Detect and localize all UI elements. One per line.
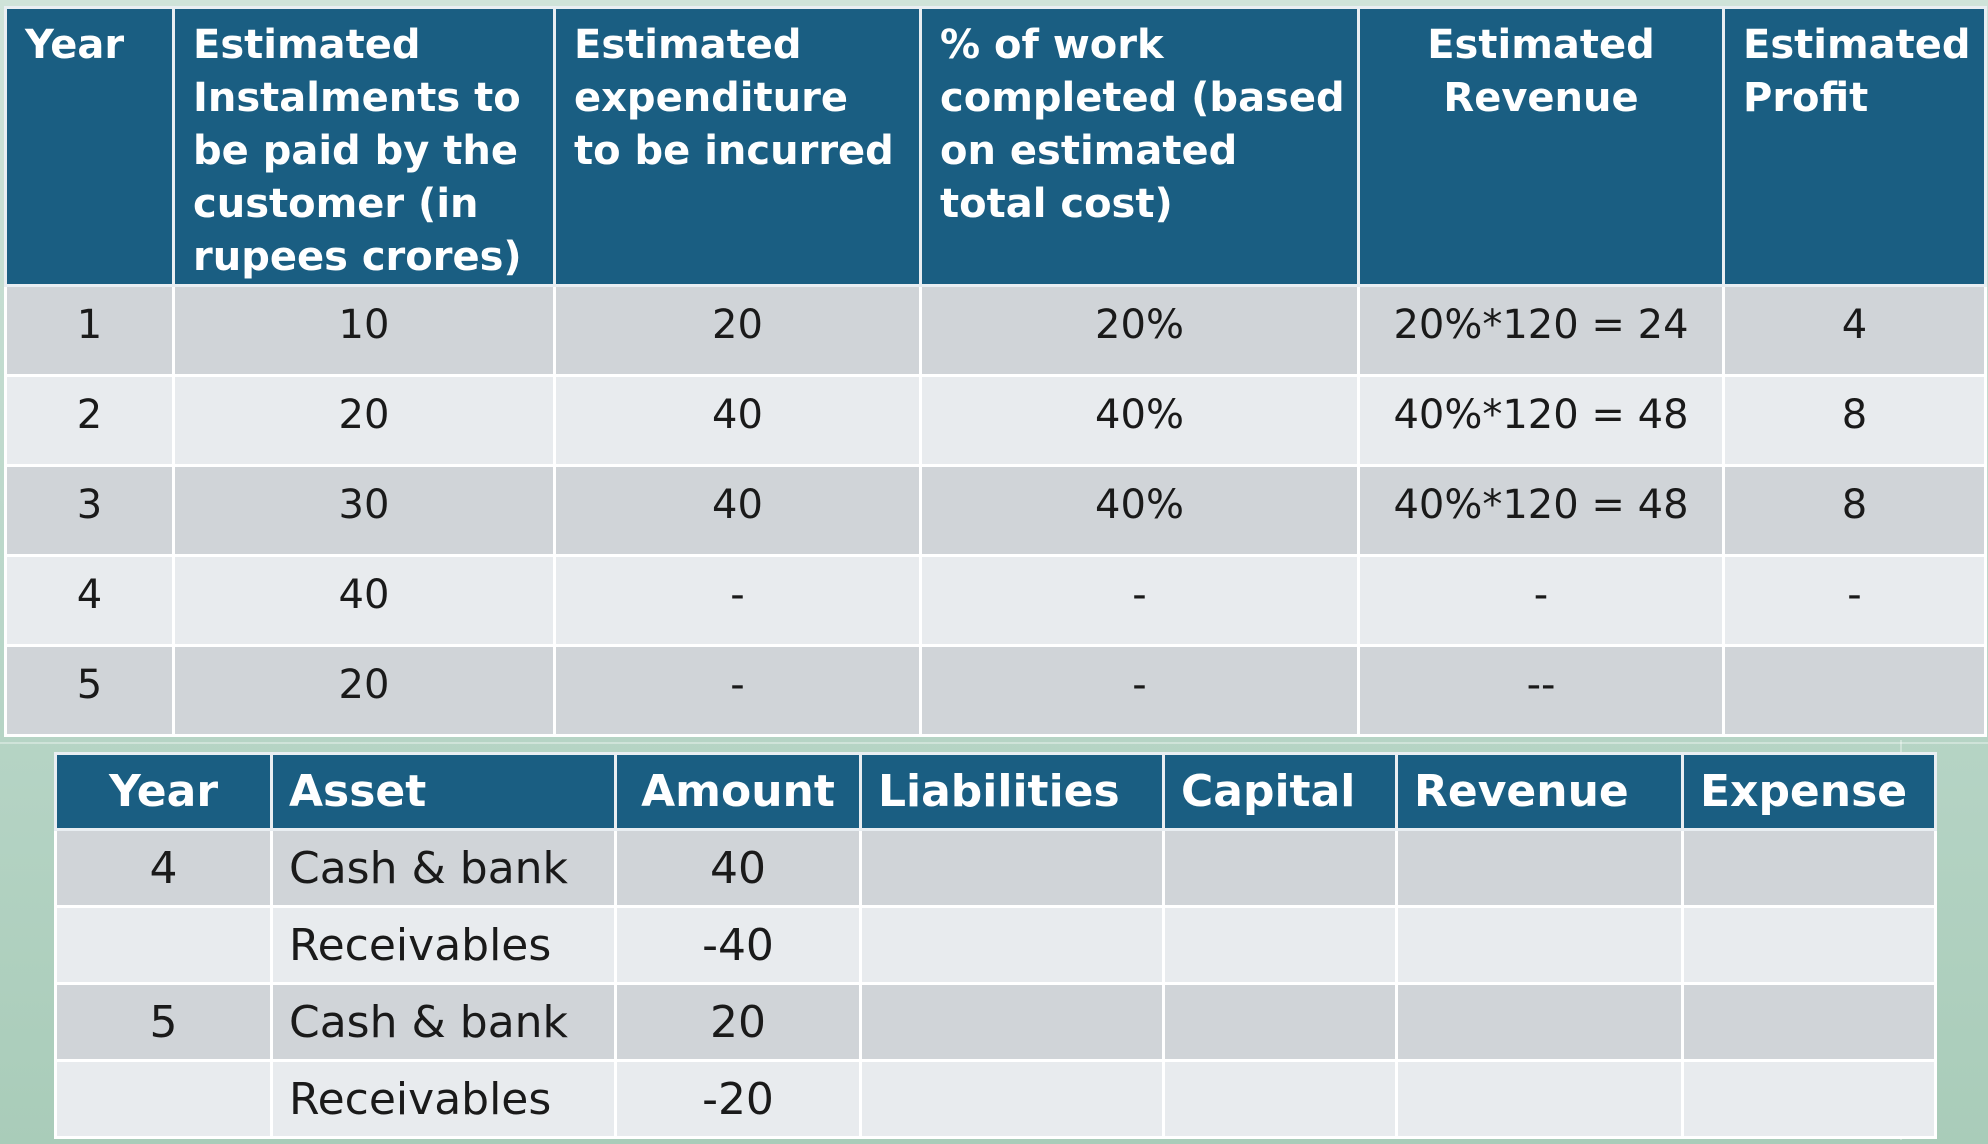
cell-year: 5 [54,982,273,1062]
column-header-estimated-instalments: Estimated Instalments to be paid by the … [172,6,556,287]
cell-capital [1162,905,1398,985]
cell-asset: Receivables [270,905,617,985]
cell-expense [1681,982,1937,1062]
cell-expenditure: 20 [553,284,922,377]
table-row: 1 10 20 20% 20%*120 = 24 4 [4,284,1987,377]
cell-amount: -40 [614,905,862,985]
cell-amount: -20 [614,1059,862,1139]
cell-revenue: -- [1357,644,1725,737]
cell-expenditure: - [553,644,922,737]
column-header-estimated-revenue: Estimated Revenue [1357,6,1725,287]
cell-year: 5 [4,644,175,737]
column-header-expense: Expense [1681,752,1937,831]
cell-expenditure: - [553,554,922,647]
cell-percent-complete: - [919,644,1360,737]
cell-revenue [1395,828,1684,908]
cell-year [54,905,273,985]
cell-year [54,1059,273,1139]
table-row: Receivables -40 [54,905,1937,985]
cell-revenue [1395,905,1684,985]
column-header-estimated-expenditure: Estimated expenditure to be incurred [553,6,922,287]
cell-year: 4 [54,828,273,908]
cell-asset: Receivables [270,1059,617,1139]
column-header-estimated-profit: Estimated Profit [1722,6,1987,287]
column-header-capital: Capital [1162,752,1398,831]
column-header-amount: Amount [614,752,862,831]
cell-instalment: 10 [172,284,556,377]
cell-asset: Cash & bank [270,982,617,1062]
table-row: 2 20 40 40% 40%*120 = 48 8 [4,374,1987,467]
cell-profit: 8 [1722,374,1987,467]
cell-capital [1162,828,1398,908]
column-header-percent-work-completed: % of work completed (based on estimated … [919,6,1360,287]
cell-percent-complete: 20% [919,284,1360,377]
cell-instalment: 20 [172,374,556,467]
cell-profit [1722,644,1987,737]
table-row: 5 20 - - -- [4,644,1987,737]
cell-amount: 40 [614,828,862,908]
cell-capital [1162,1059,1398,1139]
column-header-liabilities: Liabilities [859,752,1165,831]
cell-expense [1681,905,1937,985]
cell-expense [1681,828,1937,908]
table-row: Receivables -20 [54,1059,1937,1139]
accounting-equation-table: Year Asset Amount Liabilities Capital Re… [54,752,1937,1139]
cell-amount: 20 [614,982,862,1062]
cell-revenue: - [1357,554,1725,647]
cell-percent-complete: - [919,554,1360,647]
table-header-row: Year Asset Amount Liabilities Capital Re… [54,752,1937,831]
cell-year: 2 [4,374,175,467]
cell-instalment: 20 [172,644,556,737]
cell-liabilities [859,905,1165,985]
table-row: 4 Cash & bank 40 [54,828,1937,908]
cell-percent-complete: 40% [919,464,1360,557]
cell-instalment: 40 [172,554,556,647]
table-row: 3 30 40 40% 40%*120 = 48 8 [4,464,1987,557]
cell-profit: 4 [1722,284,1987,377]
cell-expenditure: 40 [553,374,922,467]
background-decoration [0,742,1988,744]
cell-year: 4 [4,554,175,647]
cell-profit: - [1722,554,1987,647]
cell-asset: Cash & bank [270,828,617,908]
cell-revenue: 20%*120 = 24 [1357,284,1725,377]
column-header-year: Year [54,752,273,831]
table-header-row: Year Estimated Instalments to be paid by… [4,6,1987,287]
cell-liabilities [859,1059,1165,1139]
cell-revenue [1395,982,1684,1062]
cell-profit: 8 [1722,464,1987,557]
cell-year: 1 [4,284,175,377]
cell-revenue: 40%*120 = 48 [1357,464,1725,557]
construction-contract-estimates-table: Year Estimated Instalments to be paid by… [4,6,1987,737]
table-row: 4 40 - - - - [4,554,1987,647]
cell-expense [1681,1059,1937,1139]
cell-instalment: 30 [172,464,556,557]
column-header-year: Year [4,6,175,287]
column-header-asset: Asset [270,752,617,831]
cell-percent-complete: 40% [919,374,1360,467]
cell-liabilities [859,828,1165,908]
table-row: 5 Cash & bank 20 [54,982,1937,1062]
cell-year: 3 [4,464,175,557]
cell-expenditure: 40 [553,464,922,557]
cell-revenue [1395,1059,1684,1139]
cell-liabilities [859,982,1165,1062]
cell-revenue: 40%*120 = 48 [1357,374,1725,467]
column-header-revenue: Revenue [1395,752,1684,831]
cell-capital [1162,982,1398,1062]
